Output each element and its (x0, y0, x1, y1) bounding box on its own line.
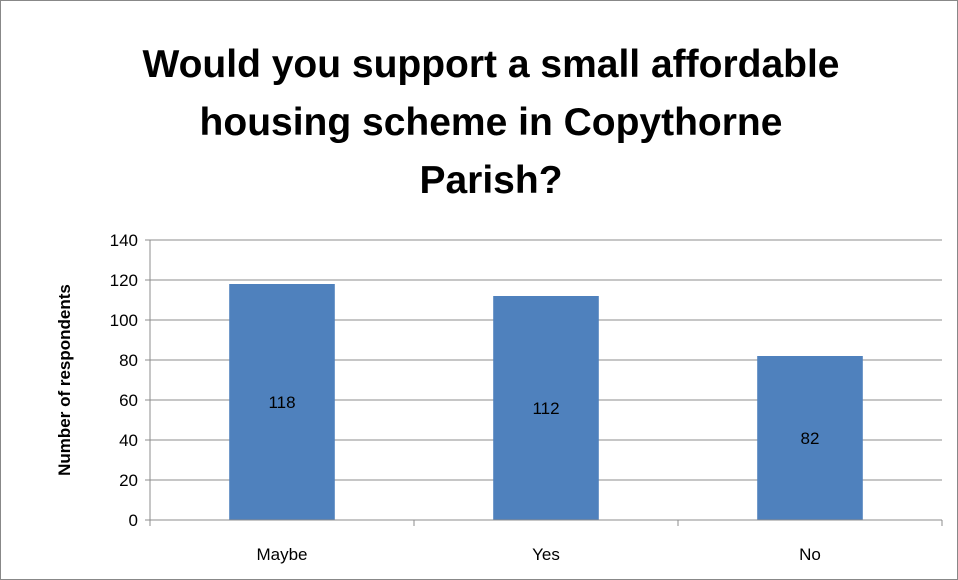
data-label: 118 (268, 393, 295, 412)
bar-yes (493, 296, 599, 520)
y-axis-label: Number of respondents (55, 284, 74, 476)
x-axis-ticks: Maybe Yes No (149, 519, 943, 564)
x-tick-label: No (799, 545, 821, 564)
y-tick-label: 140 (110, 231, 138, 250)
chart-title-line-1: Would you support a small affordable (142, 43, 840, 86)
y-tick-label: 60 (119, 391, 138, 410)
bar-no (757, 356, 863, 520)
x-tick-label: Maybe (256, 545, 307, 564)
y-axis-ticks: 0 20 40 60 80 100 120 140 (110, 231, 151, 530)
data-label: 112 (532, 399, 559, 418)
y-tick-label: 0 (129, 511, 138, 530)
y-tick-label: 100 (110, 311, 138, 330)
chart-title-line-2: housing scheme in Copythorne (199, 101, 783, 144)
data-label: 82 (801, 429, 820, 448)
bar-maybe (229, 284, 335, 520)
x-tick-label: Yes (532, 545, 560, 564)
chart-title-line-3: Parish? (419, 159, 563, 202)
y-tick-label: 20 (119, 471, 138, 490)
y-tick-label: 120 (110, 271, 138, 290)
y-tick-label: 40 (119, 431, 138, 450)
bars: 118 112 82 (229, 284, 863, 520)
y-tick-label: 80 (119, 351, 138, 370)
